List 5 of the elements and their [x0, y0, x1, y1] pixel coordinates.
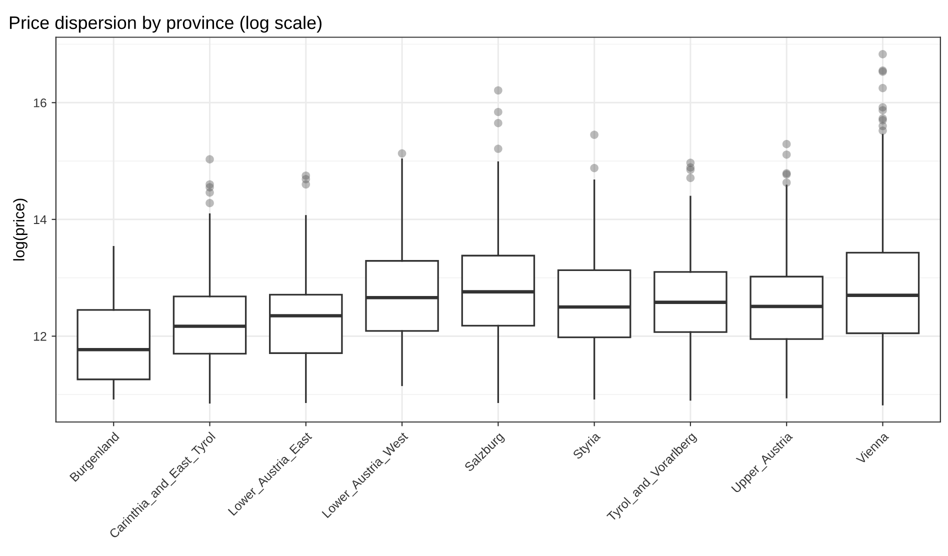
y-tick-label: 12 [34, 332, 46, 341]
y-axis-title: log(price) [13, 198, 28, 260]
chart-title: Price dispersion by province (log scale) [10, 16, 322, 33]
y-tick-label: 16 [34, 98, 46, 108]
y-tick-label: 14 [34, 215, 47, 224]
